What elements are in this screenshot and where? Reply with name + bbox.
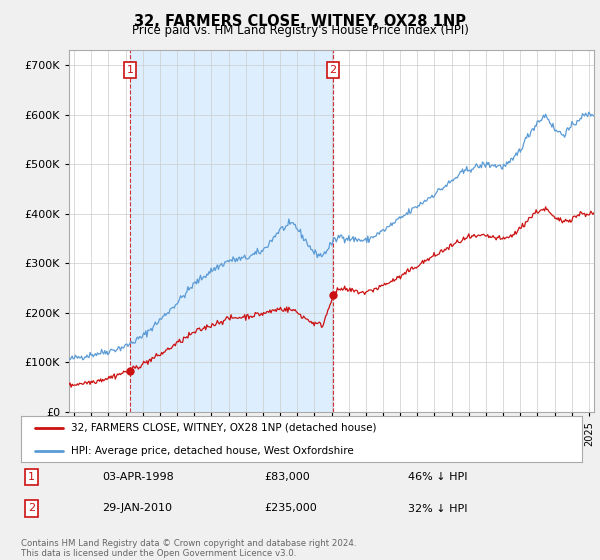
- Text: Contains HM Land Registry data © Crown copyright and database right 2024.
This d: Contains HM Land Registry data © Crown c…: [21, 539, 356, 558]
- Text: 1: 1: [127, 65, 133, 75]
- Text: 1: 1: [28, 472, 35, 482]
- Text: 2: 2: [28, 503, 35, 514]
- Text: £235,000: £235,000: [264, 503, 317, 514]
- Text: 03-APR-1998: 03-APR-1998: [102, 472, 174, 482]
- Text: £83,000: £83,000: [264, 472, 310, 482]
- Text: 46% ↓ HPI: 46% ↓ HPI: [408, 472, 467, 482]
- Text: Price paid vs. HM Land Registry's House Price Index (HPI): Price paid vs. HM Land Registry's House …: [131, 24, 469, 37]
- Text: 32% ↓ HPI: 32% ↓ HPI: [408, 503, 467, 514]
- Text: HPI: Average price, detached house, West Oxfordshire: HPI: Average price, detached house, West…: [71, 446, 354, 455]
- Text: 32, FARMERS CLOSE, WITNEY, OX28 1NP: 32, FARMERS CLOSE, WITNEY, OX28 1NP: [134, 14, 466, 29]
- Bar: [130, 50, 333, 412]
- Text: 29-JAN-2010: 29-JAN-2010: [102, 503, 172, 514]
- Text: 32, FARMERS CLOSE, WITNEY, OX28 1NP (detached house): 32, FARMERS CLOSE, WITNEY, OX28 1NP (det…: [71, 423, 377, 432]
- Text: 2: 2: [329, 65, 337, 75]
